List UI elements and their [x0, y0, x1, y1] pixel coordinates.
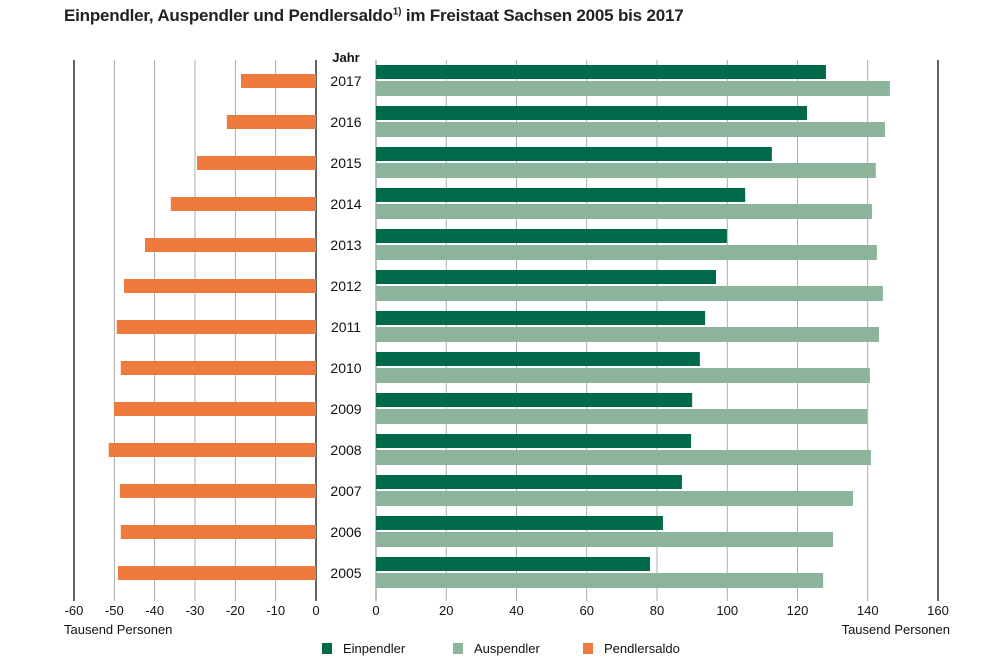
bar-pendlersaldo — [124, 279, 316, 293]
left-tick-label: -20 — [226, 603, 245, 618]
bar-auspendler — [376, 327, 879, 342]
category-axis-title: Jahr — [332, 50, 359, 65]
year-label: 2016 — [330, 114, 361, 130]
bar-einpendler — [376, 557, 650, 571]
year-label: 2013 — [330, 237, 361, 253]
bar-pendlersaldo — [226, 115, 316, 129]
left-axis-label: Tausend Personen — [64, 622, 172, 637]
year-label: 2005 — [330, 565, 361, 581]
year-label: 2011 — [331, 319, 361, 335]
bar-pendlersaldo — [108, 443, 316, 457]
year-label: 2009 — [330, 401, 361, 417]
bar-pendlersaldo — [120, 525, 316, 539]
right-tick-label: 140 — [857, 603, 879, 618]
title-main: Einpendler, Auspendler und Pendlersaldo — [64, 6, 393, 25]
bar-auspendler — [376, 122, 885, 137]
legend-label-einpendler: Einpendler — [343, 641, 406, 656]
legend-swatch-pendlersaldo — [583, 643, 593, 654]
year-label: 2007 — [330, 483, 361, 499]
bar-einpendler — [376, 188, 746, 202]
bar-auspendler — [376, 81, 890, 96]
bar-einpendler — [376, 516, 663, 530]
bar-pendlersaldo — [117, 566, 316, 580]
right-tick-label: 80 — [650, 603, 664, 618]
right-tick-label: 160 — [927, 603, 949, 618]
left-tick-label: 0 — [312, 603, 319, 618]
bar-einpendler — [376, 229, 727, 243]
title-footnote: 1) — [392, 6, 402, 18]
bar-pendlersaldo — [170, 197, 316, 211]
year-label: 2014 — [330, 196, 361, 212]
year-label: 2012 — [330, 278, 361, 294]
left-tick-label: -10 — [266, 603, 285, 618]
right-axis-label: Tausend Personen — [842, 622, 950, 637]
bar-einpendler — [376, 147, 772, 161]
year-label: 2015 — [330, 155, 361, 171]
year-label: 2006 — [330, 524, 361, 540]
bar-pendlersaldo — [197, 156, 316, 170]
bar-auspendler — [376, 286, 883, 301]
bar-einpendler — [376, 311, 706, 325]
bar-auspendler — [376, 204, 872, 219]
right-tick-label: 120 — [787, 603, 809, 618]
bar-einpendler — [376, 475, 682, 489]
bar-auspendler — [376, 573, 824, 588]
bar-pendlersaldo — [240, 74, 316, 88]
year-label: 2008 — [330, 442, 361, 458]
right-tick-label: 20 — [439, 603, 453, 618]
right-tick-label: 40 — [509, 603, 523, 618]
bar-auspendler — [376, 368, 870, 383]
right-tick-label: 0 — [372, 603, 379, 618]
bar-auspendler — [376, 245, 877, 260]
legend-label-pendlersaldo: Pendlersaldo — [604, 641, 680, 656]
chart-title: Einpendler, Auspendler und Pendlersaldo1… — [64, 6, 684, 26]
left-tick-label: -50 — [105, 603, 124, 618]
bar-einpendler — [376, 270, 717, 284]
year-label: 2017 — [330, 73, 361, 89]
bar-einpendler — [376, 106, 807, 120]
bar-einpendler — [376, 434, 692, 448]
right-tick-label: 100 — [716, 603, 738, 618]
bar-auspendler — [376, 409, 868, 424]
title-suffix: im Freistaat Sachsen 2005 bis 2017 — [401, 6, 684, 25]
bar-auspendler — [376, 491, 853, 506]
bar-auspendler — [376, 163, 876, 178]
bar-pendlersaldo — [116, 320, 317, 334]
bar-einpendler — [376, 393, 693, 407]
left-tick-label: -30 — [186, 603, 205, 618]
bar-pendlersaldo — [119, 484, 316, 498]
right-tick-label: 60 — [580, 603, 594, 618]
bar-einpendler — [376, 65, 826, 79]
bar-pendlersaldo — [144, 238, 316, 252]
legend-swatch-auspendler — [453, 643, 463, 654]
left-tick-label: -60 — [65, 603, 84, 618]
legend-label-auspendler: Auspendler — [474, 641, 540, 656]
legend-swatch-einpendler — [322, 643, 332, 654]
year-label: 2010 — [330, 360, 361, 376]
left-tick-label: -40 — [145, 603, 164, 618]
bar-pendlersaldo — [120, 361, 316, 375]
bar-pendlersaldo — [113, 402, 317, 416]
bar-auspendler — [376, 532, 833, 547]
bar-einpendler — [376, 352, 700, 366]
bar-auspendler — [376, 450, 871, 465]
